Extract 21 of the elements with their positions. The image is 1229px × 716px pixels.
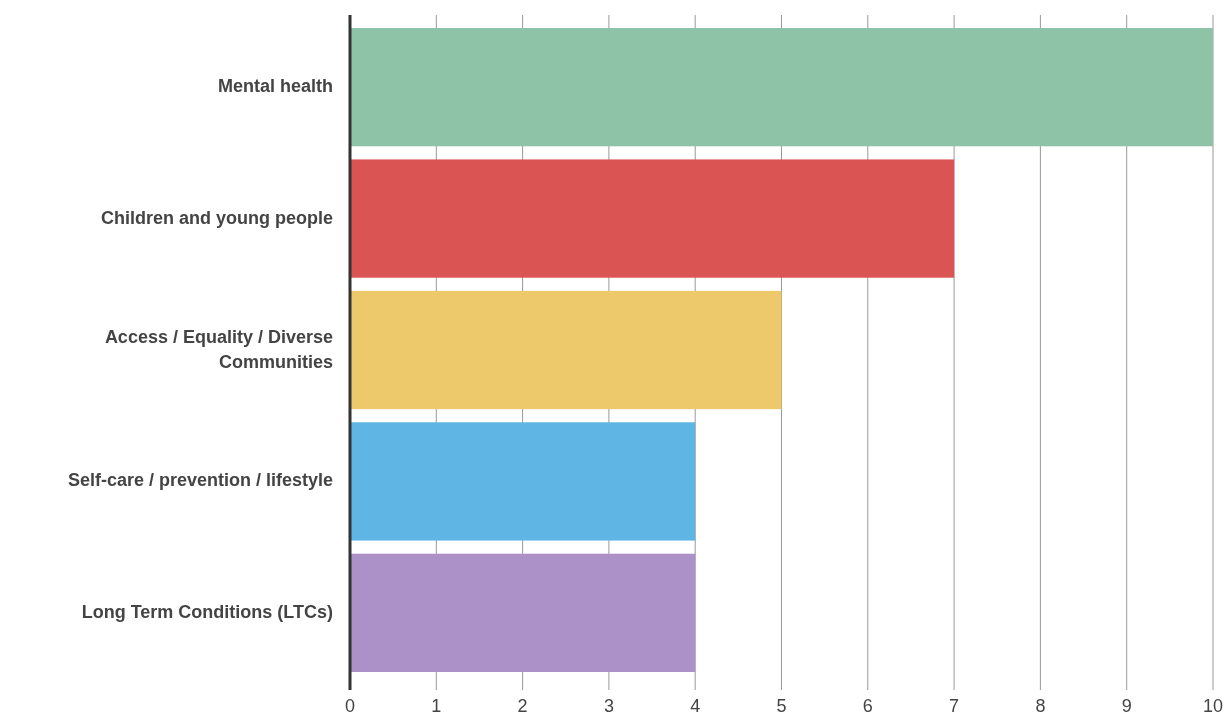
y-tick-label: Mental health	[217, 75, 333, 96]
bar	[350, 422, 696, 541]
x-tick-label: 1	[431, 696, 442, 716]
x-tick-label: 9	[1121, 696, 1132, 716]
bar	[350, 28, 1213, 147]
x-tick-label: 5	[776, 696, 787, 716]
x-tick-label: 0	[344, 696, 356, 716]
x-tick-label: 10	[1202, 696, 1224, 716]
bar	[350, 290, 782, 410]
x-tick-label: 8	[1035, 696, 1046, 716]
x-tick-label: 6	[862, 696, 873, 716]
x-tick-label: 7	[949, 696, 960, 716]
x-tick-label: 2	[517, 696, 528, 716]
bar	[350, 159, 955, 278]
x-tick-label: 3	[603, 696, 614, 716]
x-tick-label: 4	[690, 696, 701, 716]
y-tick-label: Children and young people	[100, 207, 333, 228]
y-tick-label: Access / Equality / Diverse Communities	[104, 326, 333, 372]
bar	[350, 553, 696, 672]
y-tick-label: Self-care / prevention / lifestyle	[67, 470, 333, 491]
y-tick-label: Long Term Conditions (LTCs)	[81, 601, 334, 622]
